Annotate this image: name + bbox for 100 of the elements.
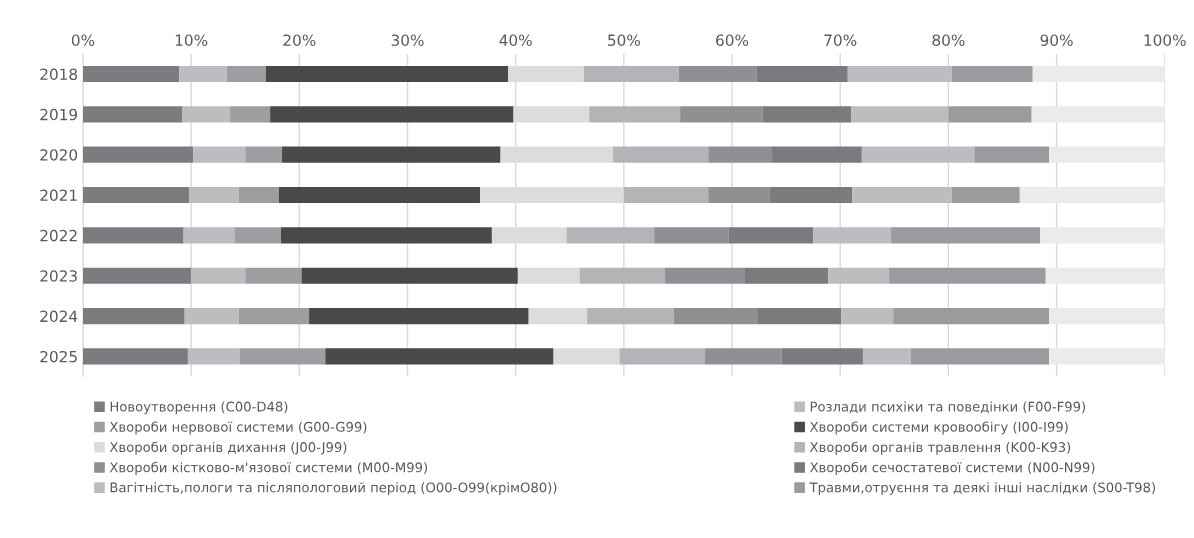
- x-tick-label: 30%: [391, 34, 424, 46]
- x-tick-label: 60%: [716, 34, 749, 46]
- legend-label: Вагітність,пологи та післяпологовий період (O00-O99(крімO80)): [110, 482, 557, 495]
- bar: [1045, 267, 1165, 284]
- bar: [756, 65, 848, 83]
- bar: [664, 267, 746, 284]
- bar: [1019, 186, 1165, 204]
- bar: [239, 348, 326, 365]
- bar: [728, 227, 814, 244]
- bar: [245, 146, 283, 163]
- bar: [566, 227, 655, 244]
- bar: [708, 186, 770, 204]
- bar: [679, 65, 757, 83]
- x-tick-label: 0%: [71, 34, 95, 46]
- bar: [579, 267, 665, 284]
- legend-label: Хвороби кістково-м'язової системи (M00-M99): [109, 461, 428, 475]
- bar: [891, 227, 1041, 244]
- bar: [82, 267, 192, 284]
- bar: [82, 227, 184, 244]
- bar: [861, 146, 975, 163]
- bar: [888, 267, 1046, 284]
- bar: [613, 146, 709, 163]
- bar: [781, 348, 863, 365]
- y-tick-label: 2023: [40, 270, 77, 282]
- bar: [1049, 146, 1165, 163]
- bar: [238, 308, 310, 325]
- bar: [1031, 106, 1165, 123]
- bar: [910, 348, 1049, 365]
- x-tick-label: 100%: [1144, 34, 1186, 46]
- y-tick-label: 2024: [40, 310, 78, 323]
- legend-label: Розлади психіки та поведінки (F00-F99): [810, 401, 1086, 414]
- bar: [325, 348, 554, 365]
- bar: [183, 227, 235, 244]
- bar: [82, 308, 185, 325]
- bar: [851, 106, 949, 123]
- y-tick-label: 2021: [40, 189, 77, 202]
- x-tick-label: 20%: [283, 34, 316, 46]
- y-tick-label: 2025: [40, 350, 77, 363]
- bar: [862, 348, 911, 365]
- bar: [772, 146, 862, 163]
- bar: [589, 106, 681, 123]
- bar: [841, 308, 894, 325]
- bar: [193, 146, 246, 163]
- bar: [758, 308, 842, 325]
- bar: [182, 106, 231, 123]
- y-tick-label: 2020: [40, 149, 78, 161]
- legend-label: Хвороби нервової системи (G00-G99): [109, 421, 367, 435]
- bar: [1049, 348, 1165, 365]
- bar: [583, 65, 680, 83]
- x-tick-label: 90%: [1040, 34, 1073, 46]
- bar: [852, 186, 952, 204]
- y-tick-label: 2018: [40, 68, 78, 80]
- bar: [623, 186, 709, 204]
- bar: [234, 227, 281, 244]
- y-tick-label: 2019: [40, 108, 78, 121]
- bar: [82, 186, 189, 204]
- bar: [82, 65, 180, 83]
- bar: [230, 106, 271, 123]
- bar: [769, 186, 853, 204]
- bar: [974, 146, 1049, 163]
- bar: [245, 267, 302, 284]
- bar: [301, 267, 518, 284]
- bar: [226, 65, 266, 83]
- bar: [82, 146, 194, 163]
- legend-label: Травми,отруєння та деякі інші наслідки (S00-T98): [809, 482, 1155, 495]
- legend-label: Хвороби системи кровообігу (I00-I99): [809, 421, 1068, 435]
- bar: [553, 348, 620, 365]
- bar: [191, 267, 246, 284]
- bar: [813, 227, 892, 244]
- x-tick-label: 70%: [824, 34, 857, 46]
- bar: [705, 348, 782, 365]
- bar: [278, 186, 480, 204]
- bar: [951, 65, 1033, 83]
- bar: [680, 106, 763, 123]
- bar: [708, 146, 773, 163]
- bar: [528, 308, 588, 325]
- bar: [619, 348, 705, 365]
- bar: [187, 348, 240, 365]
- bar: [745, 267, 829, 284]
- bar: [1040, 227, 1165, 244]
- bar: [847, 65, 952, 83]
- x-tick-label: 50%: [608, 34, 640, 46]
- bar: [1032, 65, 1165, 83]
- bar: [189, 186, 239, 204]
- bar: [179, 65, 227, 83]
- bar: [948, 106, 1032, 123]
- bar: [270, 106, 514, 123]
- legend-label: Новоутворення (C00-D48): [110, 401, 288, 415]
- bar: [517, 267, 580, 284]
- bar: [265, 65, 509, 83]
- bar: [82, 348, 188, 365]
- y-tick-label: 2022: [40, 229, 77, 242]
- bar: [280, 227, 492, 244]
- legend-label: Хвороби органів дихання (J00-J99): [109, 441, 347, 455]
- x-tick-label: 10%: [175, 34, 208, 46]
- bar: [951, 186, 1020, 204]
- bar: [238, 186, 279, 204]
- bar: [828, 267, 889, 284]
- legend-label: Хвороби сечостатевої системи (N00-N99): [809, 461, 1095, 475]
- bar: [654, 227, 729, 244]
